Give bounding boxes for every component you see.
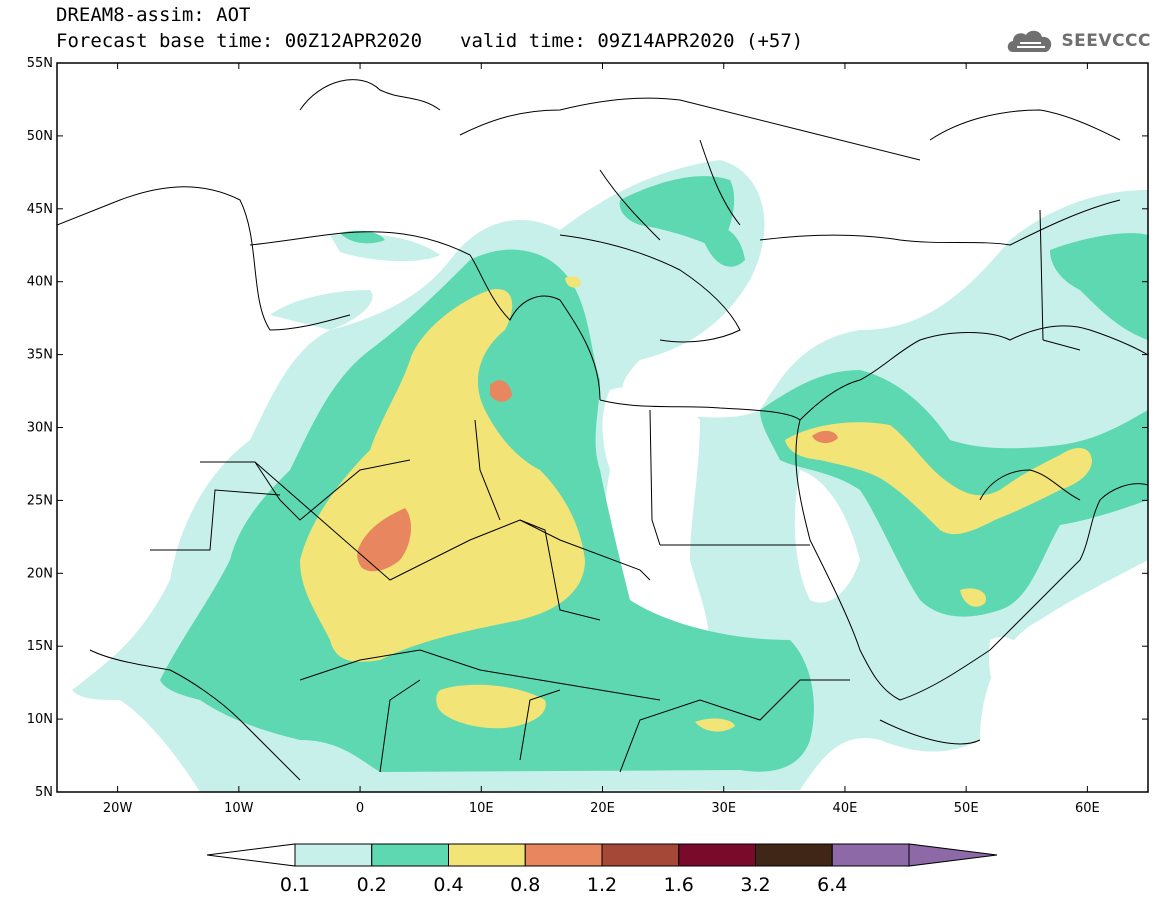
lat-label: 20N	[27, 566, 53, 581]
lon-label: 40E	[833, 801, 858, 816]
colorbar-swatch	[678, 843, 756, 867]
seevccc-logo: SEEVCCC	[1005, 24, 1151, 58]
cloud-icon	[1008, 30, 1052, 52]
lat-label: 35N	[27, 348, 53, 363]
lat-label: 45N	[27, 202, 53, 217]
colorbar-high-arrow	[908, 843, 998, 867]
colorbar-swatch	[755, 843, 833, 867]
lon-label: 10W	[224, 801, 254, 816]
colorbar-label: 1.6	[664, 874, 694, 896]
lat-label: 55N	[27, 56, 53, 71]
colorbar-swatch	[371, 843, 449, 867]
lat-label: 30N	[27, 421, 53, 436]
lon-label: 20E	[590, 801, 615, 816]
colorbar-label: 0.1	[280, 874, 310, 896]
colorbar-swatch	[524, 843, 603, 867]
aot-below-0.1	[602, 386, 1023, 690]
lon-label: 50E	[954, 801, 979, 816]
aot-colorbar: 0.1 0.2 0.4 0.8 1.2 1.6 3.2 6.4	[206, 843, 998, 896]
colorbar-label: 0.8	[510, 874, 540, 896]
colorbar-label: 3.2	[740, 874, 770, 896]
valid-time: valid time: 09Z14APR2020 (+57)	[460, 30, 804, 52]
lat-label: 50N	[27, 129, 53, 144]
lat-label: 15N	[27, 639, 53, 654]
colorbar-label: 1.2	[587, 874, 617, 896]
aot-contours	[72, 160, 1148, 792]
latitude-axis: 5N 10N 15N 20N 25N 30N 35N 40N 45N 50N 55N	[27, 56, 1148, 800]
colorbar-label: 6.4	[817, 874, 847, 896]
lon-label: 10E	[469, 801, 494, 816]
lat-label: 5N	[35, 785, 53, 800]
colorbar-swatch	[831, 843, 910, 867]
lon-label: 0	[356, 801, 364, 816]
lat-label: 25N	[27, 493, 53, 508]
colorbar-swatch	[448, 843, 526, 867]
colorbar-swatch	[601, 843, 680, 867]
base-time: Forecast base time: 00Z12APR2020	[56, 30, 423, 52]
lat-label: 10N	[27, 712, 53, 727]
colorbar-low-arrow	[206, 843, 296, 867]
forecast-times: Forecast base time: 00Z12APR2020 valid ti…	[56, 31, 803, 51]
lon-label: 60E	[1075, 801, 1100, 816]
logo-text: SEEVCCC	[1061, 31, 1151, 51]
coastlines-borders	[57, 79, 1148, 781]
longitude-axis: 20W 10W 0 10E 20E 30E 40E 50E 60E	[103, 63, 1100, 816]
colorbar-label: 0.4	[433, 874, 463, 896]
lon-label: 20W	[103, 801, 133, 816]
colorbar-label: 0.2	[357, 874, 387, 896]
aot-level-0.8	[357, 380, 838, 572]
colorbar-swatch	[294, 843, 373, 867]
lon-label: 30E	[711, 801, 736, 816]
chart-title: DREAM8-assim: AOT	[56, 4, 251, 26]
lat-label: 40N	[27, 275, 53, 290]
